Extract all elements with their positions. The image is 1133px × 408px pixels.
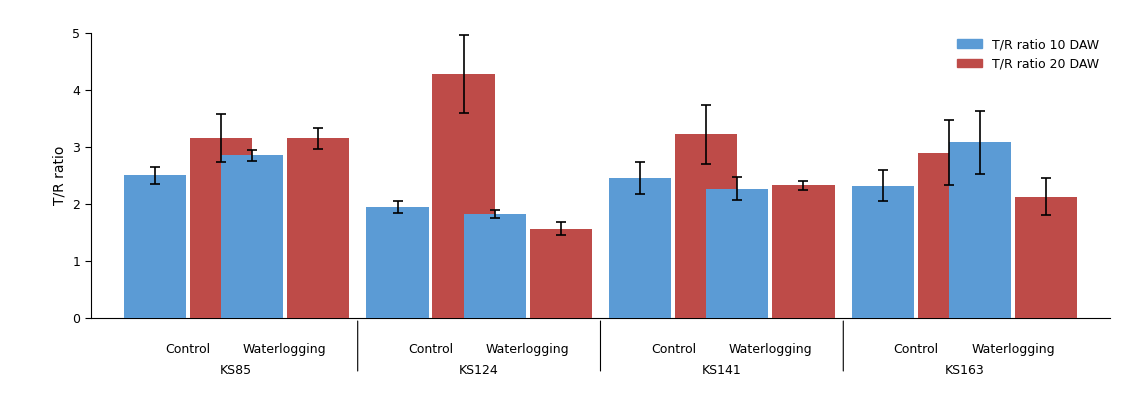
Text: KS124: KS124: [459, 364, 499, 377]
Bar: [221, 155, 283, 318]
Bar: [433, 74, 495, 318]
Bar: [918, 153, 980, 318]
Text: KS163: KS163: [945, 364, 985, 377]
Bar: [1015, 197, 1077, 318]
Text: Control: Control: [650, 343, 696, 356]
Text: Waterlogging: Waterlogging: [244, 343, 326, 356]
Bar: [287, 138, 349, 318]
Bar: [852, 186, 914, 318]
Bar: [706, 188, 768, 318]
Bar: [529, 228, 591, 318]
Text: Waterlogging: Waterlogging: [729, 343, 812, 356]
Bar: [189, 138, 252, 318]
Bar: [366, 207, 428, 318]
Bar: [949, 142, 1012, 318]
Bar: [123, 175, 186, 318]
Text: KS141: KS141: [702, 364, 742, 377]
Text: Waterlogging: Waterlogging: [971, 343, 1055, 356]
Legend: T/R ratio 10 DAW, T/R ratio 20 DAW: T/R ratio 10 DAW, T/R ratio 20 DAW: [952, 33, 1104, 75]
Bar: [463, 214, 526, 318]
Text: KS85: KS85: [220, 364, 253, 377]
Bar: [675, 134, 738, 318]
Text: Waterlogging: Waterlogging: [486, 343, 570, 356]
Text: Control: Control: [165, 343, 211, 356]
Text: Control: Control: [408, 343, 453, 356]
Bar: [610, 178, 672, 318]
Y-axis label: T/R ratio: T/R ratio: [52, 146, 67, 205]
Bar: [773, 185, 835, 318]
Text: Control: Control: [894, 343, 938, 356]
